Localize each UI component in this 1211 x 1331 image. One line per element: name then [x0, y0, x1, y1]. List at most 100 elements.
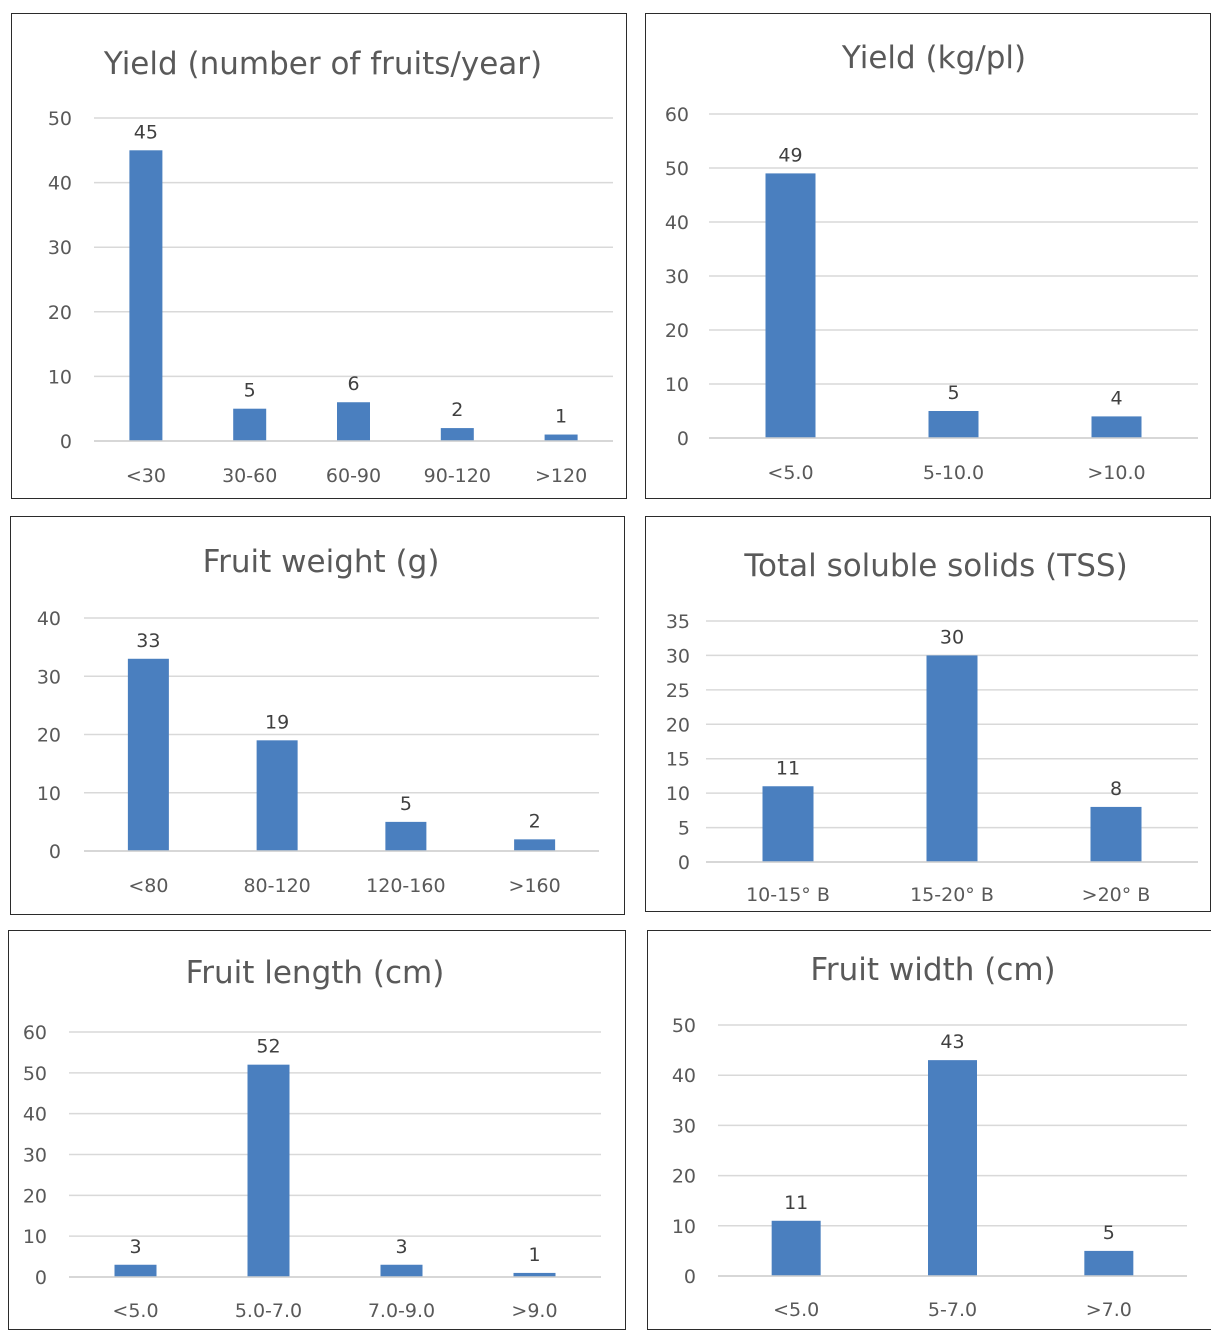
- fruit-weight-bar: [127, 658, 169, 851]
- yield-fruits-data-label: 5: [244, 380, 256, 402]
- fruit-width-data-label: 5: [1103, 1222, 1115, 1244]
- fruit-weight-data-label: 5: [400, 793, 412, 815]
- yield-fruits-bar: [440, 428, 474, 441]
- fruit-weight-data-label: 19: [265, 711, 289, 733]
- yield-fruits-y-tick-label: 40: [48, 173, 72, 195]
- fruit-weight-bar: [385, 821, 427, 851]
- tss-y-tick-label: 10: [666, 783, 690, 805]
- fruit-weight-data-label: 2: [529, 810, 541, 832]
- yield-fruits-bar: [544, 434, 578, 441]
- yield-fruits-category-label: 90-120: [424, 465, 491, 487]
- yield-kg-y-tick-label: 30: [665, 266, 689, 288]
- yield-fruits-data-label: 6: [347, 373, 359, 395]
- yield-kg-y-tick-label: 10: [665, 374, 689, 396]
- fruit-width-bar: [771, 1220, 821, 1276]
- chart-panel-yield-fruits: 0 10 20 30 40 50 Yield (number of fruits/year)…: [11, 13, 627, 499]
- fruit-length-bar: [380, 1264, 423, 1277]
- yield-fruits-y-tick-label: 10: [48, 366, 72, 388]
- yield-kg-bar: [1091, 416, 1142, 438]
- yield-fruits-data-label: 1: [555, 406, 567, 428]
- fruit-weight-y-tick-label: 40: [37, 608, 61, 630]
- yield-kg-data-label: 4: [1110, 387, 1122, 409]
- yield-fruits-bar: [129, 150, 163, 442]
- fruit-length-y-tick-label: 60: [23, 1022, 47, 1044]
- yield-fruits-bar: [233, 408, 267, 441]
- yield-kg-y-tick-label: 50: [665, 158, 689, 180]
- tss-y-tick-label: 15: [666, 749, 690, 771]
- yield-fruits-y-tick-label: 30: [48, 237, 72, 259]
- fruit-weight-y-tick-label: 30: [37, 666, 61, 688]
- fruit-width-data-label: 11: [784, 1192, 808, 1214]
- yield-kg-y-tick-label: 0: [677, 428, 689, 450]
- yield-fruits-category-label: 30-60: [222, 465, 277, 487]
- chart-panel-fruit-weight: 0 10 20 30 40 Fruit weight (g) 33 <80 19 80-120 5 1…: [10, 516, 625, 915]
- fruit-weight-y-tick-label: 20: [37, 725, 61, 747]
- yield-kg-category-label: >10.0: [1087, 462, 1145, 484]
- yield-kg-y-tick-label: 20: [665, 320, 689, 342]
- fruit-length-bar: [513, 1272, 556, 1277]
- fruit-weight-category-label: >160: [509, 875, 561, 897]
- fruit-width-data-label: 43: [940, 1031, 964, 1053]
- yield-fruits-data-label: 2: [451, 399, 463, 421]
- fruit-width-y-tick-label: 0: [684, 1266, 696, 1288]
- chart-panel-tss: 0 5 10 15 20 25 30 35 Total soluble solids (TSS)…: [645, 516, 1211, 912]
- yield-fruits-chart-title: Yield (number of fruits/year): [103, 46, 542, 82]
- fruit-weight-chart-title: Fruit weight (g): [203, 544, 440, 580]
- tss-bar: [762, 786, 814, 862]
- yield-kg-bar: [928, 411, 979, 438]
- fruit-width-y-tick-label: 30: [672, 1115, 696, 1137]
- yield-fruits-data-label: 45: [134, 121, 158, 143]
- fruit-length-y-tick-label: 20: [23, 1185, 47, 1207]
- chart-fruit-width: 0 10 20 30 40 50 Fruit width (cm) 11 <5.0 43 5-7.0…: [672, 952, 1187, 1321]
- fruit-length-y-tick-label: 10: [23, 1226, 47, 1248]
- tss-data-label: 8: [1110, 778, 1122, 800]
- fruit-length-data-label: 3: [129, 1236, 141, 1258]
- fruit-weight-bar: [256, 740, 298, 851]
- yield-kg-data-label: 5: [947, 382, 959, 404]
- fruit-width-y-tick-label: 10: [672, 1216, 696, 1238]
- fruit-length-category-label: 7.0-9.0: [368, 1300, 435, 1322]
- yield-kg-y-tick-label: 60: [665, 104, 689, 126]
- fruit-length-y-tick-label: 0: [35, 1267, 47, 1289]
- yield-kg-chart-title: Yield (kg/pl): [841, 40, 1026, 76]
- fruit-weight-category-label: 120-160: [366, 875, 445, 897]
- fruit-length-bar: [114, 1264, 157, 1277]
- chart-panel-fruit-length: 0 10 20 30 40 50 60 Fruit length (cm) 3 <5.0 52 5.0…: [8, 930, 626, 1330]
- fruit-width-category-label: <5.0: [773, 1299, 819, 1321]
- tss-category-label: 15-20° B: [910, 884, 994, 906]
- chart-yield-fruits: 0 10 20 30 40 50 Yield (number of fruits/year)…: [48, 46, 613, 487]
- fruit-weight-y-tick-label: 0: [49, 841, 61, 863]
- tss-y-tick-label: 0: [678, 852, 690, 874]
- fruit-length-bar: [247, 1064, 290, 1277]
- yield-kg-data-label: 49: [778, 144, 802, 166]
- fruit-length-category-label: >9.0: [511, 1300, 557, 1322]
- tss-y-tick-label: 35: [666, 611, 690, 633]
- tss-data-label: 30: [940, 626, 964, 648]
- tss-y-tick-label: 30: [666, 645, 690, 667]
- yield-fruits-bar: [337, 402, 370, 441]
- fruit-weight-category-label: <80: [128, 875, 168, 897]
- tss-bar: [926, 655, 978, 862]
- fruit-length-y-tick-label: 40: [23, 1104, 47, 1126]
- yield-fruits-category-label: 60-90: [326, 465, 381, 487]
- tss-y-tick-label: 5: [678, 818, 690, 840]
- yield-kg-y-tick-label: 40: [665, 212, 689, 234]
- fruit-width-category-label: >7.0: [1086, 1299, 1132, 1321]
- yield-fruits-category-label: <30: [126, 465, 166, 487]
- fruit-width-chart-title: Fruit width (cm): [810, 952, 1055, 988]
- fruit-length-y-tick-label: 50: [23, 1063, 47, 1085]
- yield-kg-category-label: <5.0: [767, 462, 813, 484]
- chart-fruit-weight: 0 10 20 30 40 Fruit weight (g) 33 <80 19 80-120 5 1…: [37, 544, 599, 897]
- fruit-weight-category-label: 80-120: [243, 875, 310, 897]
- yield-fruits-y-tick-label: 50: [48, 108, 72, 130]
- yield-fruits-y-tick-label: 0: [60, 431, 72, 453]
- tss-category-label: >20° B: [1082, 884, 1151, 906]
- tss-y-tick-label: 20: [666, 714, 690, 736]
- tss-bar: [1090, 806, 1142, 862]
- chart-panel-yield-kg: 0 10 20 30 40 50 60 Yield (kg/pl) 49 <5.0 5 5-10.0 4…: [645, 13, 1211, 499]
- yield-fruits-y-tick-label: 20: [48, 302, 72, 324]
- tss-data-label: 11: [776, 757, 800, 779]
- fruit-length-y-tick-label: 30: [23, 1145, 47, 1167]
- fruit-length-category-label: 5.0-7.0: [235, 1300, 302, 1322]
- fruit-weight-bar: [514, 839, 556, 851]
